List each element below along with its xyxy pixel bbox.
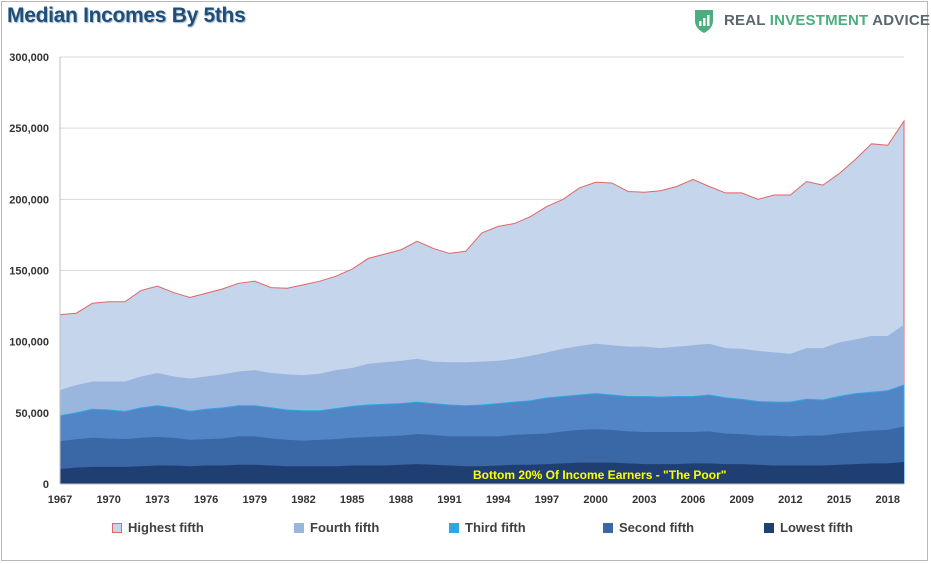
line-highest-fifth xyxy=(59,119,905,484)
x-tick-label: 1991 xyxy=(437,494,461,506)
x-tick-label: 1982 xyxy=(291,494,315,506)
x-tick-label: 1970 xyxy=(96,494,120,506)
legend-label-highest: Highest fifth xyxy=(128,520,204,535)
chart-title: Median Incomes By 5ths xyxy=(7,4,246,27)
x-tick-label: 1988 xyxy=(389,494,413,506)
shield-chart-icon xyxy=(695,10,713,33)
legend-swatch-fourth xyxy=(294,522,304,533)
legend-swatch-lowest xyxy=(764,522,774,533)
x-tick-label: 2009 xyxy=(729,494,753,506)
x-tick-label: 1976 xyxy=(194,494,218,506)
legend-item-fourth: Fourth fifth xyxy=(294,520,379,535)
legend-label-second: Second fifth xyxy=(619,520,695,535)
brand-word-investment: INVESTMENT xyxy=(769,12,869,29)
x-tick-label: 2003 xyxy=(632,494,656,506)
annotation-label: Bottom 20% Of Income Earners - "The Poor… xyxy=(473,468,726,482)
axes xyxy=(59,57,904,485)
y-tick-label: 0 xyxy=(43,479,49,491)
chart-legend: Highest fifth Fourth fifth Third fifth S… xyxy=(112,520,872,540)
brand-word-advice: ADVICE xyxy=(868,12,931,29)
x-tick-label: 2018 xyxy=(876,494,900,506)
legend-item-highest: Highest fifth xyxy=(112,520,204,535)
x-tick-label: 2000 xyxy=(583,494,607,506)
legend-swatch-highest xyxy=(112,522,122,533)
area-series xyxy=(59,119,905,485)
y-tick-label: 150,000 xyxy=(9,266,49,278)
x-tick-label: 1994 xyxy=(486,494,511,506)
x-axis-ticks: 1967 1970 1973 1976 1979 1982 1985 1988 1991 1994… xyxy=(48,494,900,506)
x-tick-label: 1997 xyxy=(535,494,559,506)
x-tick-label: 1979 xyxy=(243,494,267,506)
legend-item-lowest: Lowest fifth xyxy=(764,520,853,535)
legend-swatch-second xyxy=(603,522,613,533)
area-lowest-fifth xyxy=(60,461,904,484)
y-tick-label: 200,000 xyxy=(9,194,49,206)
x-tick-label: 2015 xyxy=(827,494,851,506)
line-third-fifth xyxy=(59,384,905,484)
y-tick-label: 100,000 xyxy=(9,337,49,349)
y-tick-label: 250,000 xyxy=(9,123,49,135)
x-tick-label: 1985 xyxy=(340,494,364,506)
x-tick-label: 1967 xyxy=(48,494,72,506)
y-axis-ticks: 0 50,000 100,000 150,000 200,000 250,000 300,0… xyxy=(9,52,49,491)
legend-label-lowest: Lowest fifth xyxy=(780,520,853,535)
x-tick-label: 1973 xyxy=(145,494,169,506)
y-tick-label: 50,000 xyxy=(15,408,49,420)
brand-name: REAL INVESTMENT ADVICE xyxy=(724,12,930,29)
legend-item-second: Second fifth xyxy=(603,520,694,535)
legend-label-fourth: Fourth fifth xyxy=(310,520,380,535)
x-tick-label: 2012 xyxy=(778,494,802,506)
brand-word-real: REAL xyxy=(724,12,770,29)
legend-label-third: Third fifth xyxy=(465,520,526,535)
brand-logo: REAL INVESTMENT ADVICE xyxy=(692,8,930,34)
legend-swatch-third xyxy=(449,522,459,533)
x-tick-label: 2006 xyxy=(681,494,705,506)
y-tick-label: 300,000 xyxy=(9,52,49,64)
legend-item-third: Third fifth xyxy=(449,520,526,535)
